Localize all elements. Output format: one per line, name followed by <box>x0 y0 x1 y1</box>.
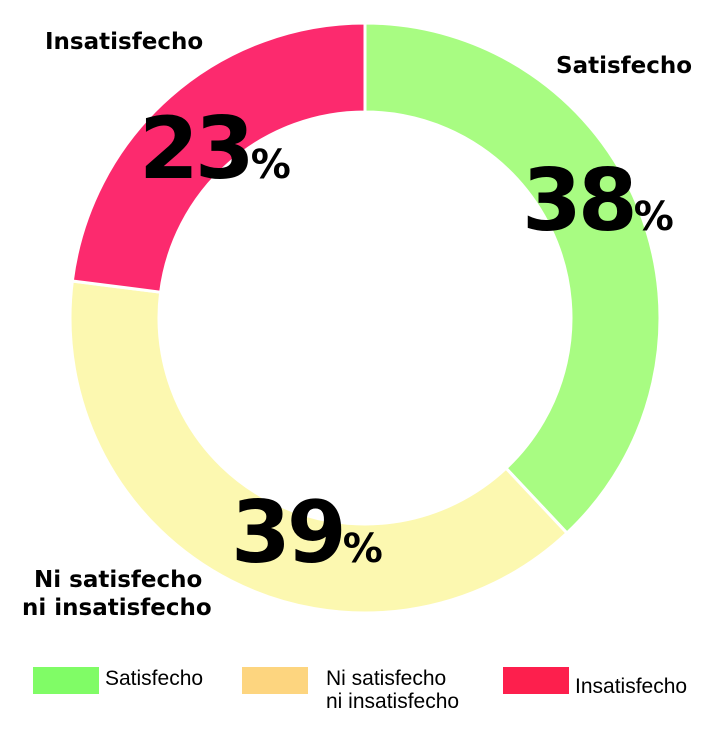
legend-label: Ni satisfecho ni insatisfecho <box>326 667 459 713</box>
percent-sign: % <box>342 526 383 572</box>
legend-swatch-insatisfecho <box>503 667 569 694</box>
slice-ni-satisfecho <box>68 279 570 615</box>
label-insatisfecho: Insatisfecho <box>45 29 204 55</box>
legend-item-ni-satisfecho: Ni satisfecho ni insatisfecho <box>242 667 459 713</box>
percent-sign: % <box>250 142 291 188</box>
value-label-insatisfecho: 23% <box>139 106 291 208</box>
label-ni-satisfecho: Ni satisfecho ni insatisfecho <box>22 566 212 622</box>
label-satisfecho: Satisfecho <box>556 53 693 79</box>
legend-item-insatisfecho: Insatisfecho <box>503 667 687 698</box>
value-insatisfecho: 23 <box>139 99 255 199</box>
label-ni-line2: ni insatisfecho <box>22 595 212 621</box>
legend-label: Satisfecho <box>105 667 204 690</box>
legend-label-line1: Ni satisfecho <box>326 667 447 690</box>
legend-label: Insatisfecho <box>575 675 688 698</box>
slice-satisfecho <box>363 21 662 536</box>
percent-sign: % <box>633 194 674 240</box>
legend-item-satisfecho: Satisfecho <box>33 667 203 694</box>
legend-swatch-satisfecho <box>33 667 99 694</box>
legend-label-line2: ni insatisfecho <box>326 690 460 713</box>
label-ni-line1: Ni satisfecho <box>34 567 203 593</box>
value-label-satisfecho: 38% <box>522 158 674 260</box>
legend: Satisfecho Ni satisfecho ni insatisfecho… <box>0 666 726 726</box>
value-satisfecho: 38 <box>522 151 638 251</box>
value-label-ni-satisfecho: 39% <box>231 490 383 592</box>
legend-swatch-ni-satisfecho <box>242 667 308 694</box>
slice-insatisfecho <box>70 21 367 294</box>
value-ni-satisfecho: 39 <box>231 483 347 583</box>
donut-chart <box>68 21 662 615</box>
